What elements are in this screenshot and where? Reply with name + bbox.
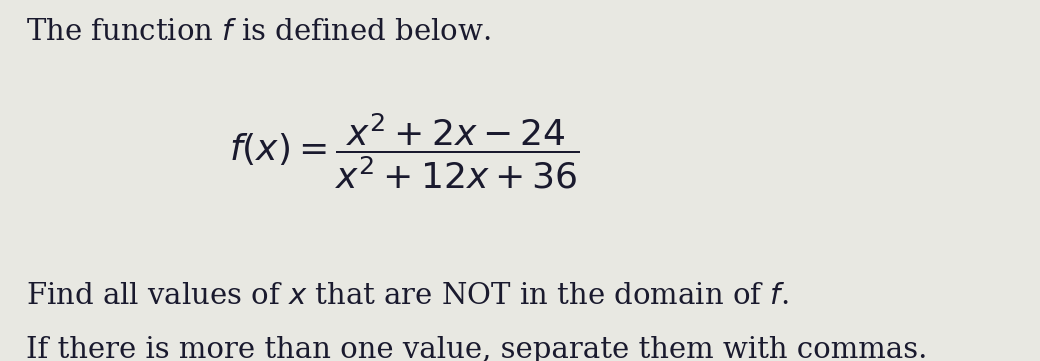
Text: $f(x)=\dfrac{x^2+2x-24}{x^2+12x+36}$: $f(x)=\dfrac{x^2+2x-24}{x^2+12x+36}$ <box>229 112 579 191</box>
Text: If there is more than one value, separate them with commas.: If there is more than one value, separat… <box>26 336 928 361</box>
Text: The function $\mathit{f}$ is defined below.: The function $\mathit{f}$ is defined bel… <box>26 18 491 46</box>
Text: Find all values of $x$ that are NOT in the domain of $f$.: Find all values of $x$ that are NOT in t… <box>26 282 788 310</box>
